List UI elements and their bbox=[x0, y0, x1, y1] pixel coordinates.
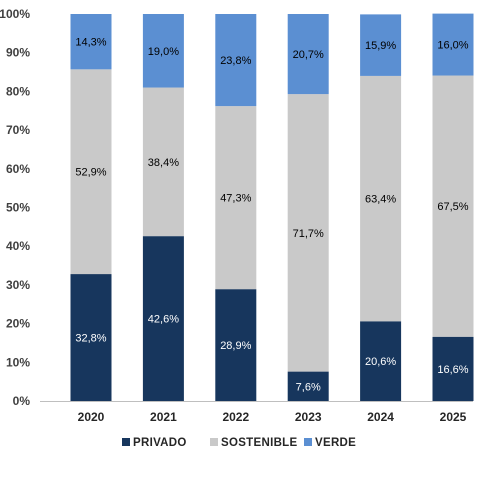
y-tick-label: 80% bbox=[6, 84, 30, 98]
bar-segment-sostenible bbox=[360, 75, 402, 322]
bar-segment-verde bbox=[432, 13, 474, 76]
data-label: 71,7% bbox=[293, 228, 324, 240]
x-tick-label: 2020 bbox=[78, 410, 105, 424]
x-tick-label: 2025 bbox=[440, 410, 467, 424]
data-label: 47,3% bbox=[220, 193, 251, 205]
data-label: 7,6% bbox=[296, 381, 321, 393]
y-tick-label: 20% bbox=[6, 317, 30, 331]
data-label: 67,5% bbox=[437, 201, 468, 213]
bar-segment-sostenible bbox=[432, 75, 474, 337]
bars: 32,8% 52,9% 14,3% 42,6% 38,4% 19,0% 28,9% 47,3%… bbox=[70, 13, 474, 401]
bar-segment-sostenible bbox=[142, 87, 184, 237]
data-label: 20,7% bbox=[293, 49, 324, 61]
data-label: 42,6% bbox=[148, 314, 179, 326]
data-label: 52,9% bbox=[75, 167, 106, 179]
bar-segment-verde bbox=[287, 14, 329, 95]
legend-swatch-privado bbox=[122, 438, 130, 446]
data-label: 15,9% bbox=[365, 40, 396, 52]
data-label: 38,4% bbox=[148, 157, 179, 169]
data-label: 63,4% bbox=[365, 194, 396, 206]
bar-segment-sostenible bbox=[70, 69, 112, 275]
bar-segment-sostenible bbox=[215, 106, 257, 290]
y-tick-label: 10% bbox=[6, 355, 30, 369]
x-tick-label: 2022 bbox=[222, 410, 249, 424]
bar-segment-verde bbox=[70, 14, 112, 70]
x-tick-label: 2023 bbox=[295, 410, 322, 424]
data-label: 23,8% bbox=[220, 55, 251, 67]
data-label: 16,0% bbox=[437, 40, 468, 52]
bar-segment-sostenible bbox=[287, 94, 329, 372]
y-tick-label: 70% bbox=[6, 123, 30, 137]
bar-segment-privado bbox=[70, 274, 112, 401]
x-tick-label: 2024 bbox=[367, 410, 394, 424]
data-label: 14,3% bbox=[75, 37, 106, 49]
data-label: 19,0% bbox=[148, 46, 179, 58]
bar-segment-verde bbox=[142, 14, 184, 88]
y-tick-label: 50% bbox=[6, 201, 30, 215]
x-tick-label: 2021 bbox=[150, 410, 177, 424]
y-axis-labels: 0% 10% 20% 30% 40% 50% 60% 70% 80% 90% 100% bbox=[0, 7, 30, 408]
y-tick-label: 90% bbox=[6, 46, 30, 60]
bar-segment-privado bbox=[215, 289, 257, 401]
data-label: 20,6% bbox=[365, 356, 396, 368]
legend-swatch-verde bbox=[304, 438, 312, 446]
y-tick-label: 60% bbox=[6, 162, 30, 176]
bar-segment-privado bbox=[142, 236, 184, 401]
legend-label: VERDE bbox=[315, 437, 356, 449]
bar-segment-verde bbox=[215, 14, 257, 107]
legend: PRIVADO SOSTENIBLE VERDE bbox=[122, 437, 356, 449]
legend-label: SOSTENIBLE bbox=[221, 437, 298, 449]
bar-segment-privado bbox=[432, 336, 474, 401]
x-axis-labels: 2020 2021 2022 2023 2024 2025 bbox=[78, 410, 467, 424]
bar-segment-privado bbox=[287, 371, 329, 401]
data-label: 28,9% bbox=[220, 340, 251, 352]
y-tick-label: 30% bbox=[6, 278, 30, 292]
y-tick-label: 100% bbox=[0, 7, 30, 21]
y-tick-label: 40% bbox=[6, 239, 30, 253]
bar-segment-verde bbox=[360, 14, 402, 76]
data-label: 16,6% bbox=[437, 364, 468, 376]
legend-swatch-sostenible bbox=[210, 438, 218, 446]
bar-segment-privado bbox=[360, 321, 402, 401]
y-tick-label: 0% bbox=[13, 394, 31, 408]
data-label: 32,8% bbox=[75, 333, 106, 345]
legend-label: PRIVADO bbox=[133, 437, 187, 449]
